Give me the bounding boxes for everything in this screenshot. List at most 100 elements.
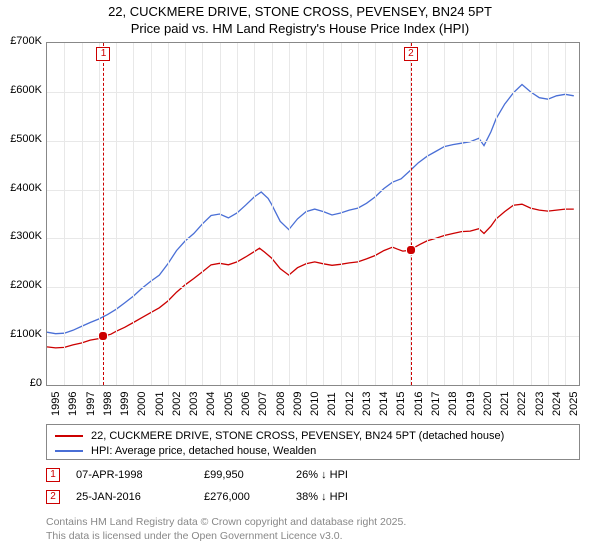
series-hpi bbox=[47, 85, 574, 334]
gridline-v bbox=[116, 43, 117, 385]
footnote-line1: Contains HM Land Registry data © Crown c… bbox=[46, 516, 406, 529]
x-tick-label: 1998 bbox=[102, 392, 114, 416]
sale-marker-1: 1 bbox=[46, 468, 60, 482]
x-tick-label: 2022 bbox=[516, 392, 528, 416]
sale-point bbox=[98, 331, 108, 341]
sale-guideline bbox=[411, 43, 412, 385]
x-tick-label: 2010 bbox=[309, 392, 321, 416]
gridline-v bbox=[151, 43, 152, 385]
gridline-v bbox=[341, 43, 342, 385]
x-tick-label: 2025 bbox=[568, 392, 580, 416]
plot-area: 12 bbox=[46, 42, 580, 386]
x-tick-label: 2006 bbox=[240, 392, 252, 416]
legend-label: 22, CUCKMERE DRIVE, STONE CROSS, PEVENSE… bbox=[91, 430, 504, 442]
gridline-v bbox=[272, 43, 273, 385]
x-tick-label: 2019 bbox=[465, 392, 477, 416]
sale-marker-2: 2 bbox=[46, 490, 60, 504]
gridline-v bbox=[82, 43, 83, 385]
x-tick-label: 2004 bbox=[205, 392, 217, 416]
gridline-h bbox=[47, 190, 579, 191]
gridline-v bbox=[237, 43, 238, 385]
x-tick-label: 2018 bbox=[447, 392, 459, 416]
x-tick-label: 1997 bbox=[85, 392, 97, 416]
chart-title-line2: Price paid vs. HM Land Registry's House … bbox=[0, 21, 600, 36]
y-tick-label: £400K bbox=[0, 182, 42, 194]
x-tick-label: 2001 bbox=[154, 392, 166, 416]
x-tick-label: 2009 bbox=[292, 392, 304, 416]
gridline-v bbox=[479, 43, 480, 385]
gridline-v bbox=[462, 43, 463, 385]
sale-price: £99,950 bbox=[204, 469, 296, 481]
x-tick-label: 2023 bbox=[534, 392, 546, 416]
y-tick-label: £100K bbox=[0, 328, 42, 340]
x-tick-label: 2011 bbox=[326, 392, 338, 416]
gridline-v bbox=[168, 43, 169, 385]
x-tick-label: 2005 bbox=[223, 392, 235, 416]
gridline-h bbox=[47, 336, 579, 337]
x-tick-label: 2020 bbox=[482, 392, 494, 416]
x-tick-label: 2015 bbox=[395, 392, 407, 416]
sale-row-2: 2 25-JAN-2016 £276,000 38% ↓ HPI bbox=[46, 490, 348, 504]
gridline-v bbox=[64, 43, 65, 385]
gridline-v bbox=[496, 43, 497, 385]
gridline-v bbox=[427, 43, 428, 385]
series-subject bbox=[47, 204, 574, 348]
y-tick-label: £700K bbox=[0, 35, 42, 47]
gridline-v bbox=[306, 43, 307, 385]
footnote-line2: This data is licensed under the Open Gov… bbox=[46, 530, 343, 543]
legend: 22, CUCKMERE DRIVE, STONE CROSS, PEVENSE… bbox=[46, 424, 580, 460]
gridline-v bbox=[565, 43, 566, 385]
gridline-v bbox=[133, 43, 134, 385]
gridline-h bbox=[47, 238, 579, 239]
x-tick-label: 2000 bbox=[136, 392, 148, 416]
sale-date: 25-JAN-2016 bbox=[76, 491, 204, 503]
gridline-v bbox=[548, 43, 549, 385]
y-tick-label: £300K bbox=[0, 230, 42, 242]
gridline-v bbox=[185, 43, 186, 385]
sale-date: 07-APR-1998 bbox=[76, 469, 204, 481]
y-tick-label: £600K bbox=[0, 84, 42, 96]
x-tick-label: 2013 bbox=[361, 392, 373, 416]
x-tick-label: 2014 bbox=[378, 392, 390, 416]
sale-delta: 38% ↓ HPI bbox=[296, 491, 348, 503]
gridline-v bbox=[375, 43, 376, 385]
gridline-v bbox=[444, 43, 445, 385]
legend-item: 22, CUCKMERE DRIVE, STONE CROSS, PEVENSE… bbox=[55, 428, 571, 443]
chart-title-line1: 22, CUCKMERE DRIVE, STONE CROSS, PEVENSE… bbox=[0, 4, 600, 19]
sale-price: £276,000 bbox=[204, 491, 296, 503]
gridline-v bbox=[254, 43, 255, 385]
x-tick-label: 1999 bbox=[119, 392, 131, 416]
sale-delta: 26% ↓ HPI bbox=[296, 469, 348, 481]
gridline-v bbox=[513, 43, 514, 385]
x-tick-label: 2024 bbox=[551, 392, 563, 416]
sale-marker-flag: 2 bbox=[404, 47, 418, 61]
legend-swatch-hpi bbox=[55, 450, 83, 452]
x-tick-label: 1996 bbox=[67, 392, 79, 416]
x-tick-label: 2008 bbox=[275, 392, 287, 416]
x-tick-label: 2016 bbox=[413, 392, 425, 416]
sale-marker-flag: 1 bbox=[96, 47, 110, 61]
legend-swatch-subject bbox=[55, 435, 83, 437]
y-tick-label: £500K bbox=[0, 133, 42, 145]
gridline-v bbox=[289, 43, 290, 385]
gridline-v bbox=[358, 43, 359, 385]
gridline-h bbox=[47, 141, 579, 142]
x-tick-label: 2017 bbox=[430, 392, 442, 416]
gridline-h bbox=[47, 92, 579, 93]
x-tick-label: 2021 bbox=[499, 392, 511, 416]
gridline-v bbox=[531, 43, 532, 385]
x-tick-label: 1995 bbox=[50, 392, 62, 416]
gridline-v bbox=[220, 43, 221, 385]
x-tick-label: 2012 bbox=[344, 392, 356, 416]
x-tick-label: 2002 bbox=[171, 392, 183, 416]
sale-row-1: 1 07-APR-1998 £99,950 26% ↓ HPI bbox=[46, 468, 348, 482]
y-tick-label: £200K bbox=[0, 279, 42, 291]
y-tick-label: £0 bbox=[0, 377, 42, 389]
legend-label: HPI: Average price, detached house, Weal… bbox=[91, 445, 316, 457]
gridline-v bbox=[202, 43, 203, 385]
x-tick-label: 2003 bbox=[188, 392, 200, 416]
sale-point bbox=[406, 245, 416, 255]
legend-item: HPI: Average price, detached house, Weal… bbox=[55, 443, 571, 458]
gridline-v bbox=[392, 43, 393, 385]
gridline-h bbox=[47, 287, 579, 288]
